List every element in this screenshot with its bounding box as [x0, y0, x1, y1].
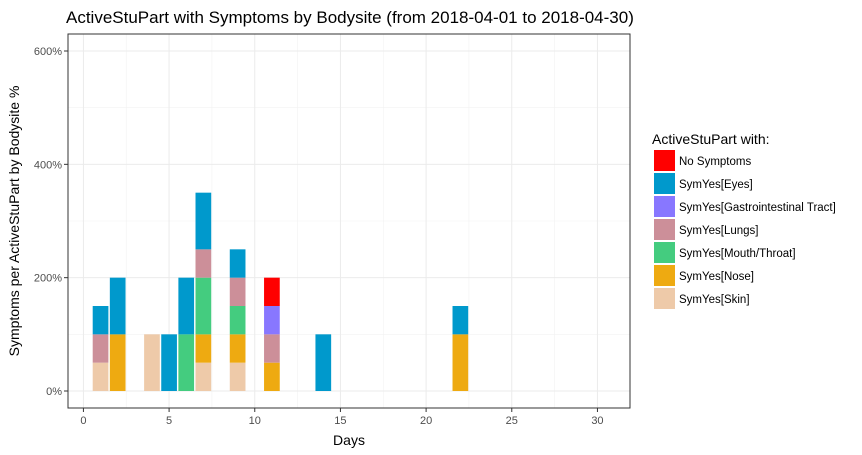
bar-segment	[109, 334, 126, 391]
bar-segment	[92, 362, 109, 391]
x-tick-label: 10	[249, 415, 261, 427]
x-tick-label: 0	[80, 415, 86, 427]
bar-segment	[195, 362, 212, 391]
y-tick-label: 200%	[34, 273, 62, 285]
bar-segment	[144, 334, 160, 391]
plot-border	[67, 33, 631, 409]
y-tick-label: 0%	[46, 386, 62, 398]
bar-segment	[229, 334, 246, 363]
legend-label: SymYes[Nose]	[679, 271, 754, 283]
bar-segment	[109, 277, 126, 335]
y-tick-label: 400%	[34, 159, 62, 171]
legend-key	[654, 219, 675, 240]
bar-segment	[178, 334, 195, 391]
bar-segment	[178, 277, 195, 335]
x-axis-title: Days	[333, 432, 365, 448]
bar-segment	[264, 362, 280, 391]
legend-label: SymYes[Eyes]	[679, 179, 753, 191]
bar-segment	[264, 277, 280, 306]
legend-key	[654, 150, 675, 171]
bar-segment	[195, 277, 212, 335]
bar-segment	[452, 334, 469, 391]
legend-label: No Symptoms	[679, 156, 751, 168]
bar-segment	[92, 334, 109, 363]
x-tick-label: 30	[591, 415, 603, 427]
legend-key	[654, 288, 675, 309]
legend-key	[654, 173, 675, 194]
bar-segment	[229, 306, 246, 335]
legend-label: SymYes[Lungs]	[679, 225, 758, 237]
bar-segment	[195, 334, 212, 363]
x-tick-label: 25	[506, 415, 518, 427]
bar-segment	[92, 306, 109, 335]
bar-segment	[229, 362, 246, 391]
bar-segment	[452, 306, 469, 335]
bar-segment	[195, 249, 212, 278]
bar-segment	[264, 306, 280, 335]
bar-segment	[229, 249, 246, 278]
legend-key	[654, 242, 675, 263]
legend-key	[654, 265, 675, 286]
legend-label: SymYes[Gastrointestinal Tract]	[679, 202, 836, 214]
bar-segment	[195, 192, 212, 250]
legend: ActiveStuPart with: No Symptoms SymYes[Ey…	[652, 131, 836, 309]
x-tick-label: 5	[166, 415, 172, 427]
bar-segment	[315, 334, 332, 391]
bar-segment	[229, 277, 246, 306]
bar-segment	[264, 334, 280, 363]
y-tick-label: 600%	[34, 46, 62, 58]
legend-label: SymYes[Mouth/Throat]	[679, 248, 796, 260]
legend-label: SymYes[Skin]	[679, 294, 750, 306]
legend-key	[654, 196, 675, 217]
chart-title: ActiveStuPart with Symptoms by Bodysite …	[66, 8, 634, 27]
x-tick-label: 15	[334, 415, 346, 427]
y-axis-title: Symptoms per ActiveStuPart by Bodysite %	[6, 86, 22, 357]
x-tick-label: 20	[420, 415, 432, 427]
bar-segment	[161, 334, 177, 391]
legend-title: ActiveStuPart with:	[652, 131, 770, 147]
plot-area: 0 5 10 15 20 25 30 0% 200% 400% 600%	[34, 33, 631, 427]
